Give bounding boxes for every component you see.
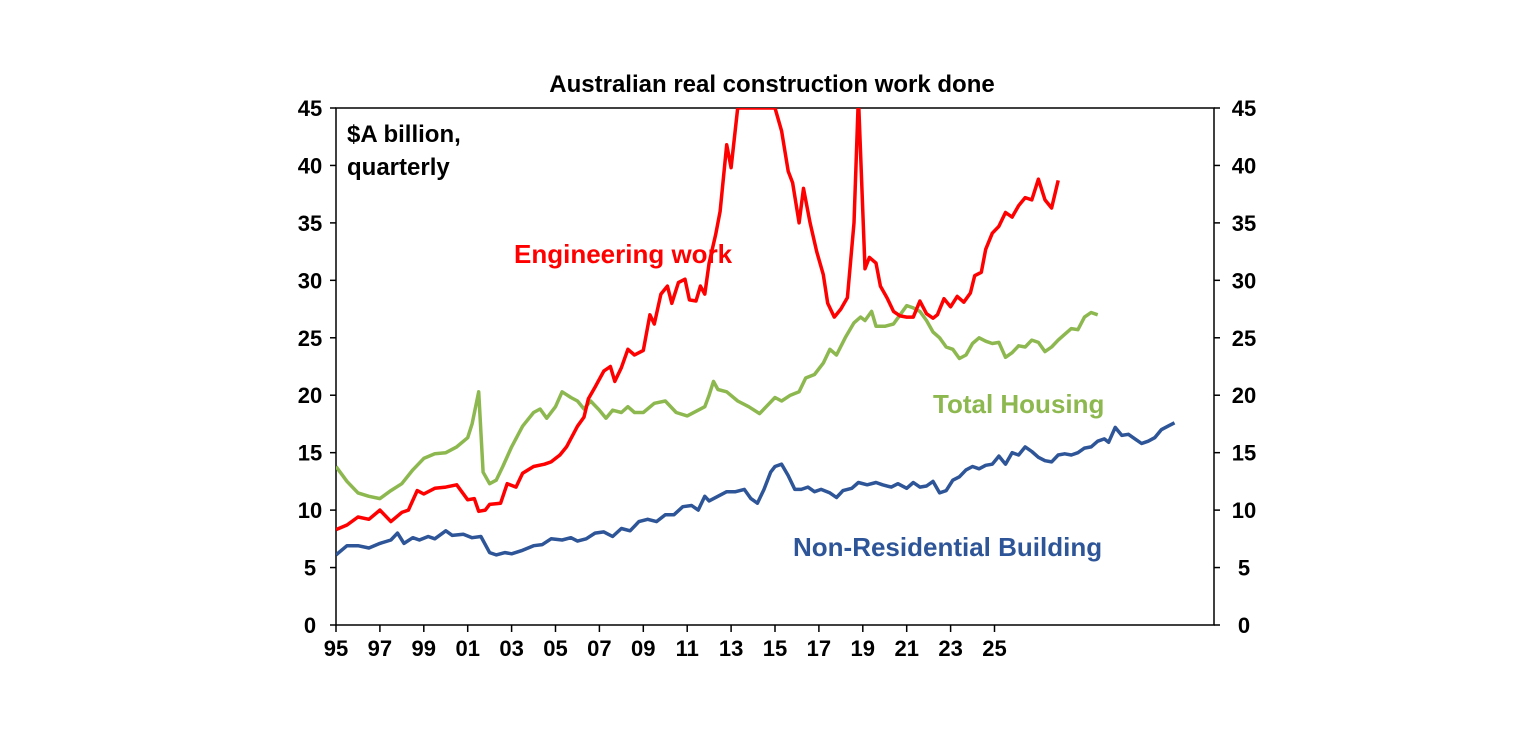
x-tick-label: 01 [455,636,479,661]
unit-label-line-2: quarterly [347,154,450,181]
x-tick-label: 19 [851,636,875,661]
y-tick-label-right: 25 [1232,326,1256,351]
y-tick-label-right: 10 [1232,498,1256,523]
x-tick-label: 03 [499,636,523,661]
series-label-non-residential-building: Non-Residential Building [793,532,1102,562]
y-tick-label-left: 40 [298,153,322,178]
x-tick-label: 25 [982,636,1006,661]
x-tick-label: 97 [368,636,392,661]
x-tick-label: 11 [676,636,699,661]
series-label-engineering-work: Engineering work [514,239,733,269]
y-tick-label-right: 0 [1238,613,1250,638]
y-tick-label-right: 20 [1232,383,1256,408]
y-tick-label-right: 35 [1232,211,1256,236]
y-tick-label-left: 15 [298,441,322,466]
y-tick-label-left: 10 [298,498,322,523]
x-tick-label: 07 [587,636,611,661]
x-tick-label: 99 [412,636,436,661]
series-line-engineering-work [336,108,1060,532]
x-tick-label: 05 [543,636,567,661]
x-tick-label: 17 [807,636,831,661]
y-tick-label-left: 5 [304,556,316,581]
y-tick-label-left: 45 [298,96,322,121]
x-tick-label: 23 [938,636,962,661]
y-tick-label-left: 35 [298,211,322,236]
series-label-total-housing: Total Housing [933,389,1104,419]
unit-label-line-1: $A billion, [347,121,461,148]
y-tick-label-right: 30 [1232,268,1256,293]
series-line-non-residential-building [336,421,1176,557]
series-layer [336,108,1176,557]
x-tick-label: 21 [894,636,918,661]
chart-frame: Australian real construction work done $… [270,62,1274,668]
x-tick-label: 13 [719,636,743,661]
series-line-total-housing [336,303,1099,501]
y-tick-label-right: 40 [1232,153,1256,178]
y-tick-label-right: 45 [1232,96,1256,121]
x-tick-label: 15 [763,636,787,661]
x-tick-label: 95 [324,636,348,661]
y-tick-label-left: 20 [298,383,322,408]
y-tick-label-left: 25 [298,326,322,351]
y-tick-label-left: 30 [298,268,322,293]
x-tick-label: 09 [631,636,655,661]
y-tick-label-right: 5 [1238,556,1250,581]
y-tick-label-left: 0 [304,613,316,638]
chart-title: Australian real construction work done [549,71,994,98]
chart-svg: Australian real construction work done $… [298,71,1256,661]
y-tick-label-right: 15 [1232,441,1256,466]
